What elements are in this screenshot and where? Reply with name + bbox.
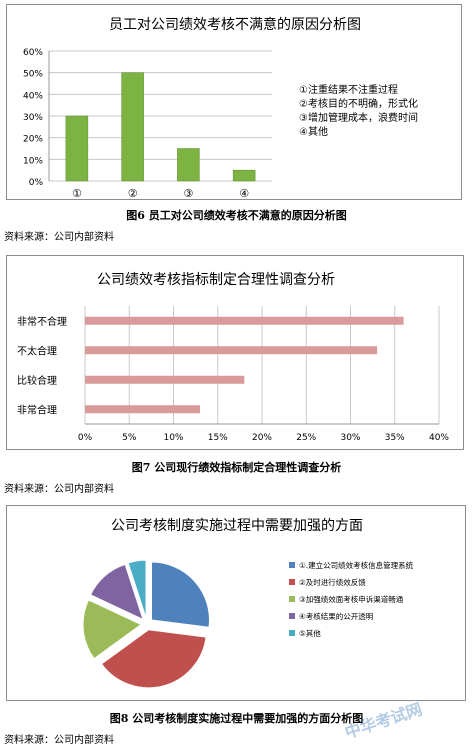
chart-1-source: 资料来源：公司内部资料 xyxy=(4,232,114,243)
chart-3-title: 公司考核制度实施过程中需要加强的方面 xyxy=(111,518,363,534)
chart-1-bar xyxy=(65,115,89,182)
chart-2-caption: 图7 公司现行绩效指标制定合理性调查分析 xyxy=(131,461,342,474)
chart-3-slice xyxy=(100,629,207,689)
chart-1-bar xyxy=(232,169,256,182)
chart-3-slice xyxy=(82,599,143,660)
chart-2-xtick-label: 40% xyxy=(429,433,449,443)
chart-2-xtick-label: 30% xyxy=(340,433,360,443)
chart-1-ytick-label: 60% xyxy=(23,48,43,58)
chart-2-bar xyxy=(85,405,201,414)
chart-2-title: 公司绩效考核指标制定合理性调查分析 xyxy=(97,272,335,288)
chart-2-category-label: 非常合理 xyxy=(17,403,57,416)
chart-2-source: 资料来源：公司内部资料 xyxy=(4,484,114,495)
chart-2-xtick-label: 25% xyxy=(296,433,316,443)
chart-1-legend-text: ③增加管理成本，浪费时间 xyxy=(299,111,418,124)
chart-3-legend-swatch xyxy=(289,596,295,602)
chart-1-xtick-label: ① xyxy=(72,187,82,200)
chart-1-xtick-label: ③ xyxy=(183,187,193,200)
chart-2-xtick-label: 15% xyxy=(208,433,228,443)
chart-3-legend-swatch xyxy=(289,579,295,585)
chart-1-ytick-label: 20% xyxy=(23,135,43,145)
chart-3-slice xyxy=(151,561,210,628)
chart-1-bar xyxy=(177,148,200,182)
chart-2-box: 公司绩效考核指标制定合理性调查分析 0% 5% 10% 15% 20% 25% 30% 35% 4… xyxy=(6,255,464,450)
chart-1-ytick-label: 0% xyxy=(29,178,44,188)
chart-1-ytick-label: 10% xyxy=(23,156,43,166)
chart-1-legend-text: ①注重结果不注重过程 xyxy=(299,83,398,96)
chart-1-ytick-label: 40% xyxy=(23,91,43,101)
chart-3-box: 公司考核制度实施过程中需要加强的方面 ①.建立公司绩效考核信息管理系统 ②及时进行绩… xyxy=(6,505,466,701)
chart-3-legend-swatch xyxy=(289,630,295,636)
chart-2-category-label: 非常不合理 xyxy=(17,315,67,328)
chart-2-xtick-label: 0% xyxy=(78,433,93,443)
chart-1-ytick-label: 50% xyxy=(23,70,43,80)
chart-1-bar xyxy=(121,72,144,182)
chart-3-legend-text: ②及时进行绩效反馈 xyxy=(299,577,366,587)
chart-1-ytick-label: 30% xyxy=(23,113,43,123)
chart-1-legend-text: ④其他 xyxy=(299,125,328,138)
chart-1-xtick-label: ④ xyxy=(239,187,249,200)
chart-2-xtick-label: 20% xyxy=(252,433,272,443)
chart-1-svg: 员工对公司绩效考核不满意的原因分析图 0% 10% 20% 30% 40% 50% 60% ① ②… xyxy=(23,16,418,200)
chart-3-slice xyxy=(127,559,147,619)
chart-3-legend-text: ④考核结果的公开透明 xyxy=(299,611,373,621)
chart-2-bar xyxy=(85,346,378,355)
chart-1-box: 员工对公司绩效考核不满意的原因分析图 0% 10% 20% 30% 40% 50% 60% ① ②… xyxy=(6,4,462,200)
chart-2-bar xyxy=(85,316,404,325)
chart-1-xtick-label: ② xyxy=(128,187,138,200)
chart-3-legend-text: ⑤其他 xyxy=(299,628,321,638)
chart-3-slice xyxy=(89,563,144,621)
chart-2-xtick-label: 35% xyxy=(385,433,405,443)
chart-3-legend-text: ①.建立公司绩效考核信息管理系统 xyxy=(299,560,414,570)
chart-3-svg: 公司考核制度实施过程中需要加强的方面 ①.建立公司绩效考核信息管理系统 ②及时进行绩… xyxy=(82,518,414,689)
chart-2-xtick-label: 5% xyxy=(122,433,137,443)
chart-3-legend-swatch xyxy=(289,562,295,568)
chart-3-legend-swatch xyxy=(289,613,295,619)
chart-3-source: 资料来源：公司内部资料 xyxy=(4,735,114,746)
chart-1-legend-text: ②考核目的不明确，形式化 xyxy=(299,97,418,110)
chart-2-category-label: 比较合理 xyxy=(17,374,57,387)
chart-2-bar xyxy=(85,375,245,384)
chart-2-category-label: 不太合理 xyxy=(17,344,57,357)
chart-3-caption: 图8 公司考核制度实施过程中需要加强的方面分析图 xyxy=(109,712,364,725)
chart-2-xtick-label: 10% xyxy=(163,433,183,443)
chart-2-svg: 公司绩效考核指标制定合理性调查分析 0% 5% 10% 15% 20% 25% 30% 35% 4… xyxy=(17,272,449,443)
chart-3-legend-text: ③加强绩效面考核申诉渠道畅通 xyxy=(299,594,404,604)
chart-1-title: 员工对公司绩效考核不满意的原因分析图 xyxy=(109,16,361,33)
chart-1-caption: 图6 员工对公司绩效考核不满意的原因分析图 xyxy=(126,209,347,222)
